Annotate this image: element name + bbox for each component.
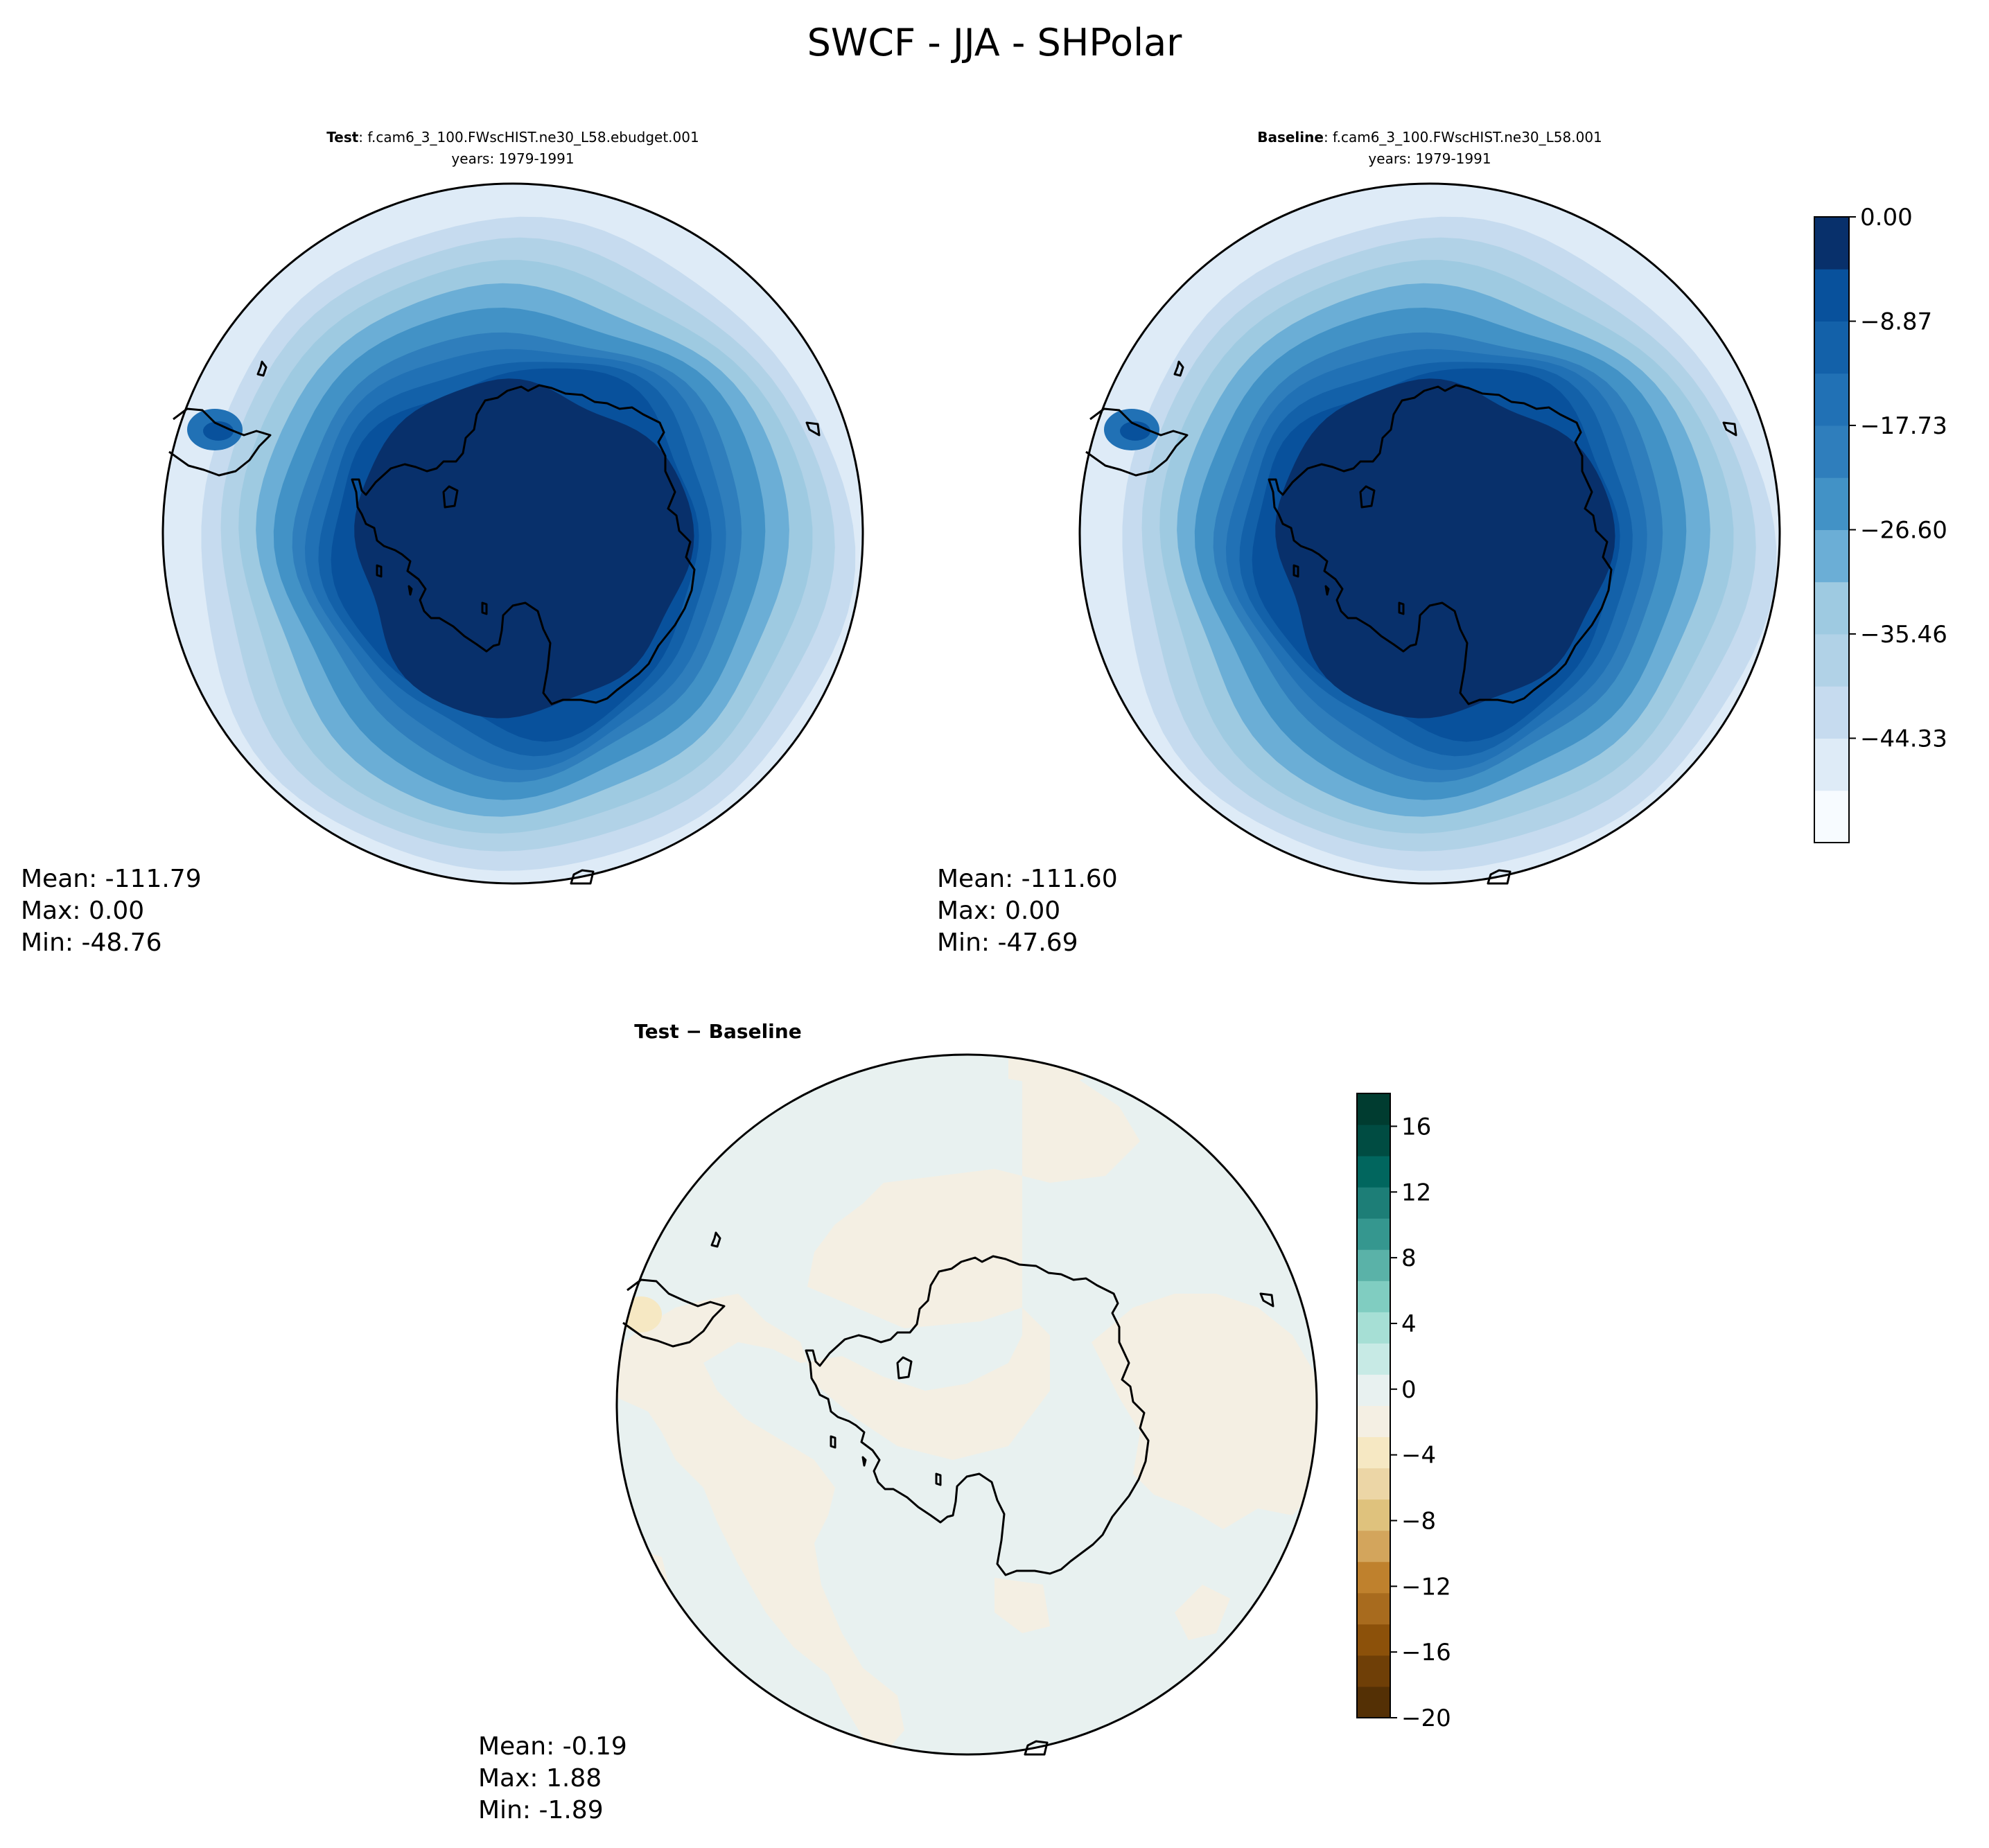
baseline-min: Min: -47.69: [937, 929, 1078, 957]
contour-band-negative: [1175, 1585, 1230, 1640]
colorbar-level: [1814, 477, 1849, 530]
figure-title: SWCF - JJA - SHPolar: [807, 21, 1183, 64]
diff-colorbar: 16 12 8 4 0 −4 −8 −12 −16 −20: [1356, 1093, 1451, 1732]
baseline-map-border: [1078, 182, 1781, 885]
colorbar-tick-label: 0.00: [1860, 204, 1913, 231]
colorbar-frame: [1356, 1093, 1391, 1718]
panel-test-subtitle: years: 1979-1991: [451, 150, 574, 167]
colorbar-level: [1357, 1499, 1390, 1531]
panel-test-title: Test: f.cam6_3_100.FWscHIST.ne30_L58.ebu…: [326, 129, 699, 146]
contour-blob-core: [1120, 421, 1150, 441]
panel-baseline: Baseline: f.cam6_3_100.FWscHIST.ne30_L58…: [937, 129, 1781, 957]
colorbar-level: [1814, 321, 1849, 374]
contour-band-negative: [994, 1578, 1050, 1633]
colorbar-level: [1357, 1093, 1390, 1125]
baseline-colorbar: 0.00 −8.87 −17.73 −26.60 −35.46 −44.33: [1814, 204, 1947, 843]
colorbar-tick-label: 0: [1401, 1376, 1417, 1404]
colorbar-level: [1357, 1156, 1390, 1188]
colorbar-level: [1357, 1530, 1390, 1563]
colorbar-level: [1357, 1249, 1390, 1281]
panel-baseline-title: Baseline: f.cam6_3_100.FWscHIST.ne30_L58…: [1257, 129, 1602, 146]
colorbar-tick-label: −26.60: [1860, 517, 1947, 545]
colorbar-level: [1357, 1343, 1390, 1375]
baseline-map: [1080, 184, 1780, 883]
colorbar-level: [1357, 1623, 1390, 1656]
colorbar-tick-label: −44.33: [1860, 725, 1947, 753]
colorbar-level: [1814, 425, 1849, 478]
colorbar-tick-label: −16: [1401, 1639, 1451, 1666]
colorbar-level: [1357, 1468, 1390, 1500]
colorbar-level: [1814, 738, 1849, 791]
test-max: Max: 0.00: [21, 897, 144, 925]
colorbar-tick-label: −12: [1401, 1573, 1451, 1601]
colorbar-tick-label: −8.87: [1860, 308, 1932, 336]
diff-max: Max: 1.88: [478, 1764, 602, 1793]
test-mean: Mean: -111.79: [21, 865, 202, 893]
panel-test: Test: f.cam6_3_100.FWscHIST.ne30_L58.ebu…: [21, 129, 864, 957]
colorbar-tick-label: 16: [1401, 1113, 1431, 1141]
test-map: [163, 184, 863, 883]
panel-baseline-subtitle: years: 1979-1991: [1368, 150, 1491, 167]
colorbar-level: [1357, 1374, 1390, 1406]
colorbar-level: [1357, 1281, 1390, 1312]
colorbar-level: [1814, 269, 1849, 322]
diff-min: Min: -1.89: [478, 1796, 604, 1824]
diff-mean: Mean: -0.19: [478, 1732, 627, 1761]
contour-band-negative: [617, 1055, 1140, 1754]
contour-band-core: [354, 378, 694, 719]
colorbar-level: [1814, 790, 1849, 843]
colorbar-tick-label: 4: [1401, 1310, 1417, 1338]
colorbar-level: [1357, 1561, 1390, 1594]
contour-blob-core: [203, 421, 234, 441]
diff-map-border: [615, 1053, 1318, 1756]
colorbar-level: [1814, 373, 1849, 426]
colorbar-tick-label: −8: [1401, 1507, 1436, 1535]
colorbar-tick-label: −4: [1401, 1442, 1436, 1470]
diff-map: [617, 1055, 1317, 1754]
colorbar-tick-label: 8: [1401, 1244, 1417, 1272]
colorbar-level: [1814, 634, 1849, 687]
colorbar-level: [1357, 1655, 1390, 1687]
colorbar-level: [1357, 1312, 1390, 1344]
colorbar-level: [1357, 1125, 1390, 1156]
panel-diff-title: Test − Baseline: [634, 1020, 801, 1043]
colorbar-tick-label: −17.73: [1860, 412, 1947, 440]
test-min: Min: -48.76: [21, 929, 162, 957]
colorbar-tick-label: 12: [1401, 1179, 1431, 1206]
panel-diff: Test − Baseline Mean: -0.19 Max: 1.88 Mi…: [478, 1020, 1318, 1824]
colorbar-tick-label: −20: [1401, 1705, 1451, 1732]
colorbar-level: [1814, 581, 1849, 635]
colorbar-level: [1357, 1187, 1390, 1219]
contour-band-core: [1275, 378, 1615, 719]
colorbar-level: [1357, 1436, 1390, 1469]
colorbar-level: [1357, 1405, 1390, 1438]
colorbar-tick-label: −35.46: [1860, 621, 1947, 649]
colorbar-level: [1814, 217, 1849, 270]
colorbar-level: [1357, 1218, 1390, 1250]
colorbar-level: [1814, 686, 1849, 739]
test-map-border: [161, 182, 864, 885]
baseline-max: Max: 0.00: [937, 897, 1060, 925]
colorbar-level: [1814, 529, 1849, 583]
contour-band-negative: [1092, 1294, 1317, 1529]
baseline-mean: Mean: -111.60: [937, 865, 1118, 893]
colorbar-level: [1357, 1592, 1390, 1625]
colorbar-level: [1357, 1686, 1390, 1718]
